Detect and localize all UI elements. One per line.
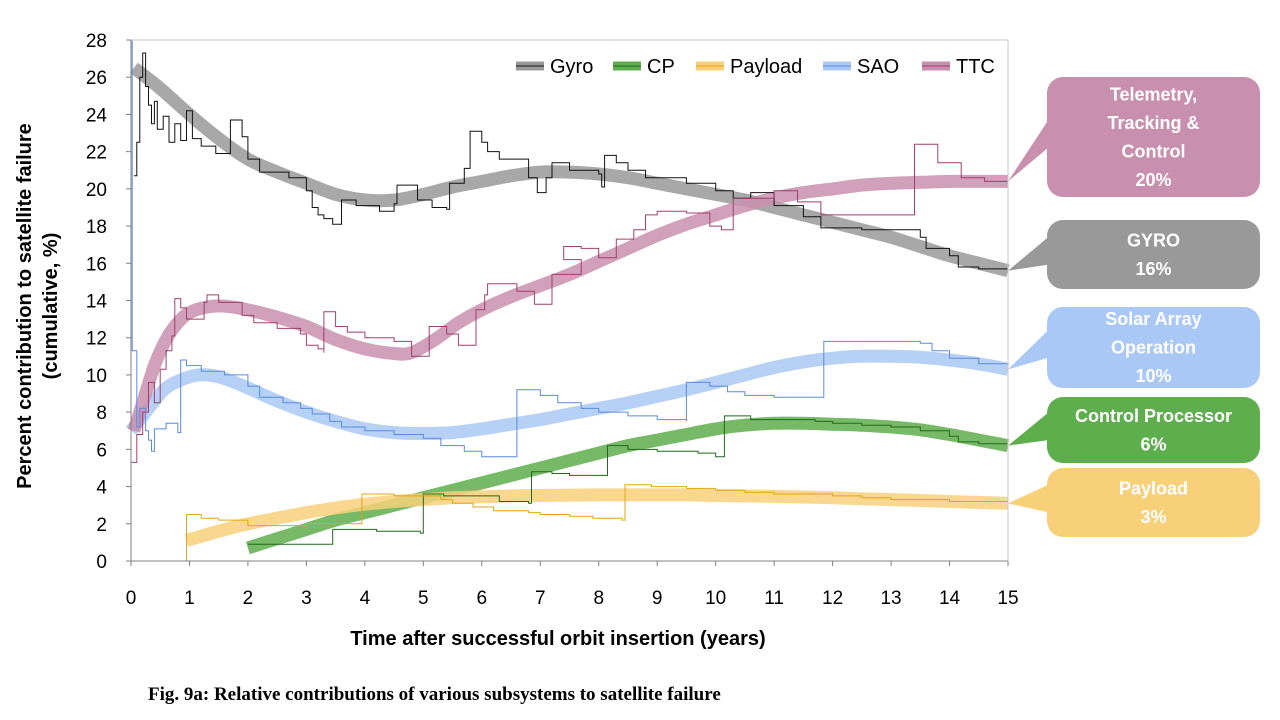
x-tick-label: 8 xyxy=(593,588,604,609)
legend-item-gyro: Gyro xyxy=(516,56,593,78)
sao-step-line xyxy=(131,39,1009,458)
callout-sao: Solar Array Operation 10% xyxy=(1008,307,1260,388)
y-tick-label: 4 xyxy=(96,478,107,499)
y-tick-label: 18 xyxy=(86,217,107,238)
y-axis-title-line2: (cumulative, %) xyxy=(40,233,62,380)
y-tick-label: 2 xyxy=(96,515,107,536)
x-tick-label: 12 xyxy=(822,588,843,609)
callout-text-cp: Control Processor xyxy=(1075,406,1232,426)
x-tick-label: 4 xyxy=(360,588,371,609)
y-tick-label: 16 xyxy=(86,254,107,275)
callout-text-ttc: Tracking & xyxy=(1107,113,1199,133)
y-tick-label: 0 xyxy=(96,552,107,573)
callout-text-payload: Payload xyxy=(1119,478,1188,498)
y-tick-label: 24 xyxy=(86,105,108,126)
legend-item-ttc: TTC xyxy=(922,56,995,78)
callout-text-payload: 3% xyxy=(1140,507,1166,527)
callout-pointer-gyro xyxy=(1008,236,1049,271)
step-lines xyxy=(131,39,1009,562)
payload-step-line xyxy=(131,484,1009,562)
x-tick-label: 15 xyxy=(997,588,1018,609)
callout-box-payload xyxy=(1047,468,1260,537)
x-tick-label: 2 xyxy=(243,588,254,609)
cp-step-line xyxy=(247,415,1009,545)
ttc-fit-curve xyxy=(127,174,1008,433)
callout-cp: Control Processor 6% xyxy=(1008,397,1260,463)
callout-text-ttc: 20% xyxy=(1135,170,1171,190)
legend-label-payload: Payload xyxy=(730,56,802,78)
x-tick-label: 3 xyxy=(301,588,312,609)
callout-payload: Payload 3% xyxy=(1008,468,1260,537)
legend-label-cp: CP xyxy=(647,56,675,78)
ttc-step-line xyxy=(131,143,1008,463)
legend-label-gyro: Gyro xyxy=(550,56,593,78)
callout-ttc: Telemetry, Tracking & Control 20% xyxy=(1008,77,1260,197)
payload-fit-curve xyxy=(184,488,1009,547)
x-tick-label: 7 xyxy=(535,588,546,609)
y-tick-label: 20 xyxy=(86,180,107,201)
y-tick-label: 6 xyxy=(96,440,107,461)
x-tick-label: 6 xyxy=(477,588,488,609)
legend-label-ttc: TTC xyxy=(956,56,995,78)
callout-pointer-ttc xyxy=(1008,119,1049,182)
x-tick-label: 13 xyxy=(880,588,901,609)
y-tick-label: 8 xyxy=(96,403,107,424)
y-tick-label: 22 xyxy=(86,143,107,164)
callout-box-ttc xyxy=(1047,77,1260,197)
callout-text-gyro: GYRO xyxy=(1127,230,1180,250)
gyro-step-line xyxy=(133,52,1008,270)
x-axis-title: Time after successful orbit insertion (y… xyxy=(350,628,765,650)
y-tick-label: 26 xyxy=(86,68,107,89)
figure-caption: Fig. 9a: Relative contributions of vario… xyxy=(148,684,721,705)
x-tick-label: 5 xyxy=(418,588,429,609)
legend-item-sao: SAO xyxy=(823,56,899,78)
x-tick-label: 10 xyxy=(705,588,726,609)
y-axis-title: Percent contribution to satellite failur… xyxy=(14,123,62,489)
plot-area xyxy=(125,39,1010,562)
callout-text-cp: 6% xyxy=(1140,434,1166,454)
callouts: Telemetry, Tracking & Control 20% GYRO 16% Sol… xyxy=(1008,77,1260,537)
axes: 0 1 2 3 4 5 6 7 8 9 10 11 12 13 14 15 02468101214161820… xyxy=(86,31,1019,609)
callout-pointer-cp xyxy=(1008,412,1049,446)
callout-box-sao xyxy=(1047,307,1260,388)
callout-text-sao: Operation xyxy=(1111,338,1196,358)
legend-label-sao: SAO xyxy=(857,56,899,78)
x-tick-label: 14 xyxy=(939,588,961,609)
callout-gyro: GYRO 16% xyxy=(1008,220,1260,289)
x-ticks: 0 1 2 3 4 5 6 7 8 9 10 11 12 13 14 15 xyxy=(126,561,1019,609)
x-tick-label: 11 xyxy=(764,588,784,609)
legend-item-payload: Payload xyxy=(696,56,802,78)
y-tick-label: 10 xyxy=(86,366,107,387)
x-tick-label: 1 xyxy=(184,588,195,609)
sao-fit-curve xyxy=(125,349,1010,440)
callout-text-gyro: 16% xyxy=(1135,259,1171,279)
callout-text-sao: Solar Array xyxy=(1105,309,1201,329)
callout-text-sao: 10% xyxy=(1135,366,1171,386)
y-tick-label: 14 xyxy=(86,292,108,313)
x-tick-label: 9 xyxy=(652,588,663,609)
x-tick-label: 0 xyxy=(126,588,137,609)
y-axis-title-line1: Percent contribution to satellite failur… xyxy=(14,123,36,489)
legend: Gyro CP Payload SAO TTC xyxy=(516,56,995,78)
y-tick-label: 12 xyxy=(86,329,107,350)
callout-text-ttc: Control xyxy=(1122,141,1186,161)
callout-text-ttc: Telemetry, xyxy=(1110,84,1197,104)
callout-pointer-sao xyxy=(1008,329,1049,370)
callout-box-gyro xyxy=(1047,220,1260,289)
callout-pointer-payload xyxy=(1008,484,1049,513)
callout-box-cp xyxy=(1047,397,1260,463)
legend-item-cp: CP xyxy=(613,56,675,78)
y-tick-label: 28 xyxy=(86,31,107,52)
